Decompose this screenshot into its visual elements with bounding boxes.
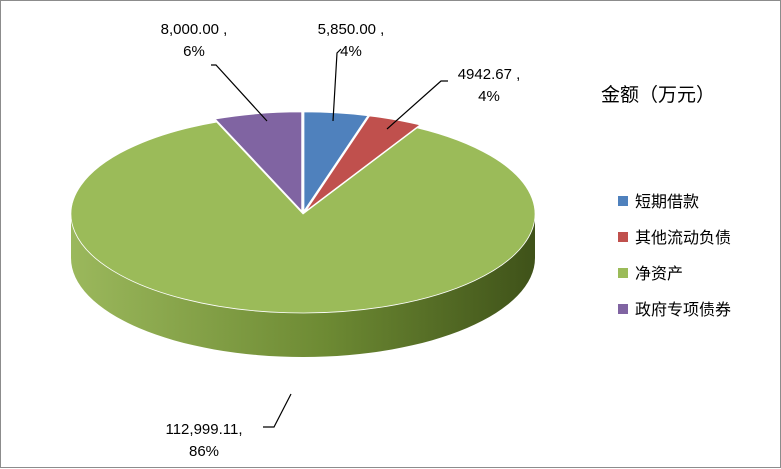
data-label-value-1: 4942.67 ,	[458, 66, 521, 83]
pie-group	[70, 111, 536, 357]
data-label-pct-2: 86%	[189, 443, 219, 460]
data-label-pct-3: 6%	[183, 43, 205, 60]
legend-swatch-1	[618, 232, 628, 242]
slice-0	[303, 111, 369, 213]
data-label-pct-1: 4%	[478, 88, 500, 105]
data-label-value-0: 5,850.00 ,	[318, 21, 385, 38]
data-label-pct-0: 4%	[340, 43, 362, 60]
leader-line-1	[386, 80, 448, 130]
data-labels: 5,850.00 , 4% 4942.67 , 4% 112,999.11, 86% 8,0…	[161, 21, 521, 460]
leader-line-3	[211, 64, 268, 122]
slice-2	[70, 121, 536, 314]
leader-line-2	[263, 393, 292, 428]
chart-title: 金额（万元）	[601, 84, 715, 106]
legend-swatch-3	[618, 304, 628, 314]
legend-swatch-2	[618, 268, 628, 278]
data-label-value-3: 8,000.00 ,	[161, 21, 228, 38]
legend-label-1: 其他流动负债	[635, 229, 731, 247]
legend-label-2: 净资产	[635, 265, 683, 283]
leader-line-0	[332, 48, 342, 122]
slice-1	[305, 115, 421, 212]
legend-label-3: 政府专项债券	[635, 301, 731, 319]
legend-swatch-0	[618, 196, 628, 206]
slice-side-2	[71, 214, 535, 357]
slice-3	[214, 111, 303, 212]
legend-label-0: 短期借款	[635, 193, 699, 211]
data-label-value-2: 112,999.11,	[165, 421, 242, 438]
